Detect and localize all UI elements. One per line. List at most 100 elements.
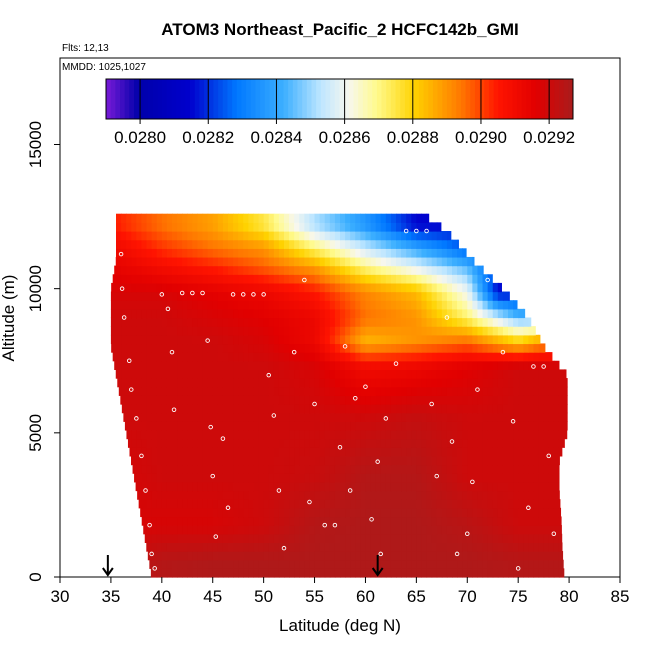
heatmap-cell [294,378,300,388]
heatmap-cell [518,308,524,319]
heatmap-cell [518,447,524,457]
colorbar-swatch [297,79,303,119]
heatmap-cell [365,248,372,258]
heatmap-cell [518,490,524,500]
heatmap-cell [508,334,514,345]
heatmap-cell [324,360,331,370]
heatmap-cell [314,265,321,275]
heatmap-cell [416,213,423,223]
heatmap-cell [558,395,565,405]
heatmap-cell [350,326,356,336]
heatmap-cell [426,334,433,345]
heatmap-cell [416,369,423,379]
heatmap-cell [355,516,361,526]
heatmap-cell [166,256,173,267]
heatmap-cell [177,248,183,258]
heatmap-cell [197,499,204,509]
heatmap-cell [258,464,265,474]
heatmap-cell [289,516,295,526]
heatmap-cell [487,559,494,569]
heatmap-cell [217,516,224,526]
heatmap-cell [172,568,178,578]
colorbar-swatch [208,79,214,119]
heatmap-cell [390,369,397,379]
heatmap-cell [538,533,545,543]
heatmap-cell [177,395,183,405]
heatmap-cell [401,256,407,267]
heatmap-cell [202,326,209,336]
heatmap-cell [147,551,153,561]
heatmap-cell [121,300,127,310]
heatmap-cell [452,516,458,526]
heatmap-cell [446,256,453,267]
heatmap-cell [421,352,428,362]
heatmap-cell [340,429,346,440]
flight-track-point [149,551,154,557]
heatmap-cell [441,282,448,293]
heatmap-cell [248,559,255,569]
heatmap-cell [528,326,535,336]
heatmap-cell [141,412,148,422]
heatmap-cell [248,352,255,362]
heatmap-cell [126,308,132,319]
heatmap-cell [472,282,479,293]
heatmap-cell [258,568,265,578]
heatmap-cell [289,334,295,345]
heatmap-cell [513,438,519,448]
heatmap-cell [131,386,137,396]
x-tick-label: 80 [560,587,579,606]
heatmap-cell [222,265,229,275]
heatmap-cell [457,386,463,396]
heatmap-cell [263,386,270,396]
heatmap-cell [197,369,204,379]
heatmap-cell [324,369,331,379]
heatmap-cell [294,568,300,578]
heatmap-cell [263,533,270,543]
heatmap-cell [161,473,168,483]
heatmap-cell [192,395,199,405]
heatmap-cell [426,213,430,223]
x-tick-label: 65 [407,587,426,606]
heatmap-cell [497,352,504,362]
flight-track-point [510,419,516,424]
flight-track-point [143,488,148,493]
heatmap-cell [508,481,514,492]
heatmap-cell [390,343,397,353]
heatmap-cell [446,490,453,500]
heatmap-cell [390,551,397,561]
heatmap-cell [345,404,351,414]
heatmap-cell [212,473,219,483]
heatmap-cell [396,282,402,293]
heatmap-cell [217,455,224,466]
heatmap-cell [238,343,244,353]
heatmap-cell [411,386,417,396]
colorbar-swatch [502,79,509,119]
heatmap-cell [513,429,519,440]
heatmap-cell [329,473,336,483]
heatmap-cell [345,455,351,466]
heatmap-cell [390,222,397,232]
heatmap-cell [345,256,351,267]
heatmap-cell [151,559,158,569]
heatmap-cell [222,213,229,223]
heatmap-cell [182,291,188,301]
heatmap-cell [299,542,305,552]
heatmap-cell [253,490,260,500]
heatmap-cell [289,274,295,284]
heatmap-cell [182,222,188,232]
heatmap-cell [457,438,463,448]
heatmap-cell [467,473,473,483]
heatmap-cell [294,421,300,431]
heatmap-cell [222,274,229,284]
heatmap-cell [156,447,163,457]
heatmap-cell [492,464,499,474]
heatmap-cell [197,291,204,301]
heatmap-cell [497,533,504,543]
heatmap-cell [136,300,143,310]
heatmap-cell [212,308,219,319]
heatmap-cell [217,386,224,396]
heatmap-cell [406,326,412,336]
heatmap-cell [273,239,280,249]
heatmap-cell [233,274,239,284]
heatmap-cell [390,404,397,414]
